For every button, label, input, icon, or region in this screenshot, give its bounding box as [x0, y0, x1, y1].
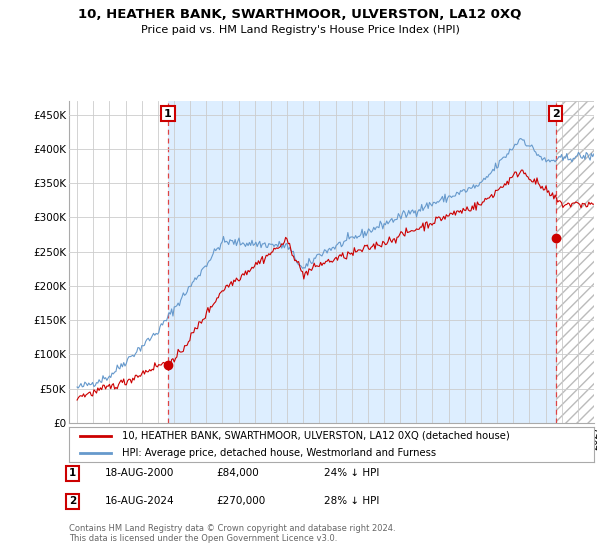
- Bar: [556, 101, 600, 423]
- Text: Contains HM Land Registry data © Crown copyright and database right 2024.
This d: Contains HM Land Registry data © Crown c…: [69, 524, 395, 543]
- Text: Price paid vs. HM Land Registry's House Price Index (HPI): Price paid vs. HM Land Registry's House …: [140, 25, 460, 35]
- Text: 10, HEATHER BANK, SWARTHMOOR, ULVERSTON, LA12 0XQ: 10, HEATHER BANK, SWARTHMOOR, ULVERSTON,…: [79, 8, 521, 21]
- Text: 1: 1: [164, 109, 172, 119]
- Text: 16-AUG-2024: 16-AUG-2024: [105, 496, 175, 506]
- Text: £84,000: £84,000: [216, 468, 259, 478]
- Text: £270,000: £270,000: [216, 496, 265, 506]
- Text: 18-AUG-2000: 18-AUG-2000: [105, 468, 175, 478]
- Bar: [556, 101, 600, 423]
- Text: 28% ↓ HPI: 28% ↓ HPI: [324, 496, 379, 506]
- Text: HPI: Average price, detached house, Westmorland and Furness: HPI: Average price, detached house, West…: [121, 449, 436, 458]
- Text: 10, HEATHER BANK, SWARTHMOOR, ULVERSTON, LA12 0XQ (detached house): 10, HEATHER BANK, SWARTHMOOR, ULVERSTON,…: [121, 431, 509, 441]
- Text: 2: 2: [69, 496, 76, 506]
- Text: 1: 1: [69, 468, 76, 478]
- Text: 2: 2: [552, 109, 560, 119]
- Bar: [168, 101, 556, 423]
- Text: 24% ↓ HPI: 24% ↓ HPI: [324, 468, 379, 478]
